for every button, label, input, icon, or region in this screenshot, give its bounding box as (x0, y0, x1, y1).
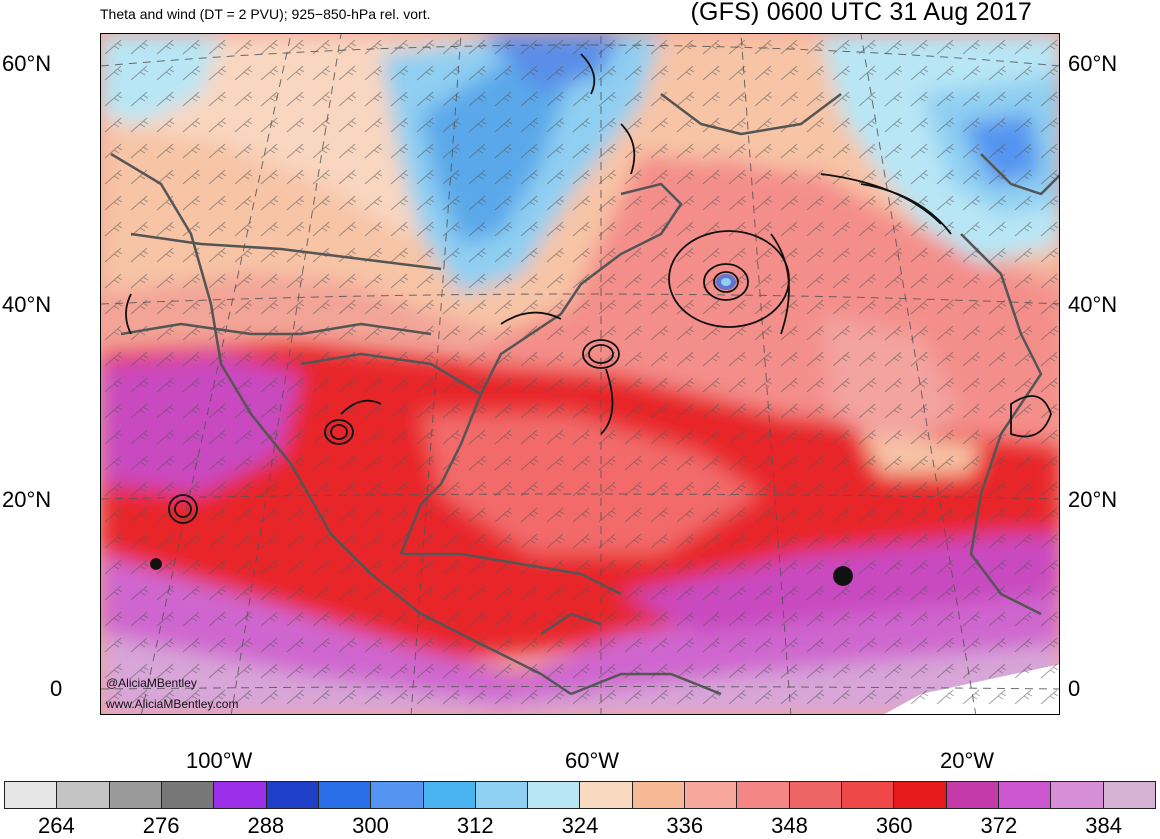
theta-colorbar (4, 781, 1156, 809)
colorbar-segment (423, 782, 476, 808)
lat-label-40n-right: 40°N (1068, 292, 1118, 317)
theta-wind-map (100, 33, 1060, 715)
colorbar-tick-label: 312 (456, 813, 494, 838)
lat-label-60n-right: 60°N (1068, 51, 1118, 76)
colorbar-tick-label: 264 (38, 813, 75, 838)
lat-label-60n-left: 60°N (2, 51, 52, 76)
colorbar-tick-label: 384 (1085, 813, 1122, 838)
colorbar-segment (528, 782, 581, 808)
colorbar-segment (214, 782, 267, 808)
chart-title: Theta and wind (DT = 2 PVU); 925−850-hPa… (100, 6, 431, 22)
colorbar-segment (371, 782, 424, 808)
colorbar-tick-label: 300 (352, 813, 389, 838)
model-run-title: (GFS) 0600 UTC 31 Aug 2017 (690, 0, 1032, 26)
colorbar-segment (632, 782, 686, 808)
colorbar-segment (842, 782, 895, 808)
lat-label-0-left: 0 (50, 676, 63, 701)
colorbar-segment (5, 782, 58, 808)
colorbar-tick-label: 360 (875, 813, 913, 838)
colorbar-segment (109, 782, 162, 808)
lat-label-0-right: 0 (1068, 676, 1081, 701)
colorbar-segment (580, 782, 633, 808)
colorbar-segment (946, 782, 999, 808)
colorbar-tick-label: 372 (980, 813, 1018, 838)
colorbar-segment (894, 782, 947, 808)
colorbar-segment (685, 782, 738, 808)
colorbar-tick-label: 276 (142, 813, 180, 838)
colorbar-tick-label: 336 (666, 813, 704, 838)
colorbar-tick-label: 288 (247, 813, 285, 838)
colorbar-segment (737, 782, 790, 808)
lon-label-100w: 100°W (186, 748, 253, 773)
credit-handle: @AliciaMBentley (106, 676, 197, 690)
colorbar-tick-labels: 264 276 288 300 312 324 336 348 360 372 384 (0, 813, 1160, 838)
lon-label-20w: 20°W (940, 748, 995, 773)
colorbar-segment (475, 782, 529, 808)
credit-website: www.AliciaMBentley.com (106, 697, 239, 711)
lon-label-60w: 60°W (565, 748, 620, 773)
map-canvas (101, 34, 1059, 714)
colorbar-tick-label: 324 (561, 813, 599, 838)
colorbar-segment (318, 782, 372, 808)
lat-label-20n-left: 20°N (2, 487, 52, 512)
colorbar-segment (1103, 782, 1155, 808)
lat-label-40n-left: 40°N (2, 292, 52, 317)
colorbar-segment (161, 782, 215, 808)
colorbar-segment (789, 782, 842, 808)
colorbar-segment (266, 782, 319, 808)
lat-label-20n-right: 20°N (1068, 487, 1118, 512)
colorbar-segment (1051, 782, 1104, 808)
colorbar-segment (998, 782, 1052, 808)
colorbar-segment (57, 782, 110, 808)
colorbar-tick-label: 348 (771, 813, 808, 838)
